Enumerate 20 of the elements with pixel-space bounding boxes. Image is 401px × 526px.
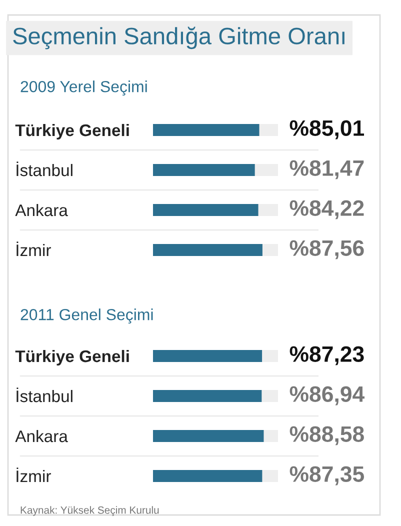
data-label: %85,01: [290, 120, 364, 140]
y-tick-label: Ankara: [15, 430, 68, 442]
chart-subtitle: 2009 Yerel Seçimi: [20, 80, 147, 96]
y-tick-label: Türkiye Geneli: [15, 350, 129, 366]
data-label: %84,22: [290, 200, 364, 220]
text: Kaynak: Yüksek Seçim Kurulu: [20, 506, 159, 516]
y-tick-label: Türkiye Geneli: [15, 124, 129, 140]
y-tick-label: Ankara: [15, 204, 68, 216]
y-tick-label: İzmir: [16, 468, 51, 482]
data-label: %87,23: [290, 346, 364, 366]
y-tick-label: İstanbul: [16, 388, 72, 402]
chart-title: Seçmenin Sandığa Gitme Oranı: [13, 26, 344, 50]
data-label: %86,94: [290, 386, 364, 406]
y-tick-label: İstanbul: [16, 162, 72, 176]
y-tick-label: İzmir: [16, 242, 51, 256]
data-label: %87,35: [290, 466, 364, 486]
data-label: %88,58: [290, 426, 364, 446]
chart-title: 2011 Genel Seçimi: [20, 308, 153, 324]
data-label: %81,47: [290, 160, 364, 180]
data-label: %87,56: [290, 240, 364, 260]
